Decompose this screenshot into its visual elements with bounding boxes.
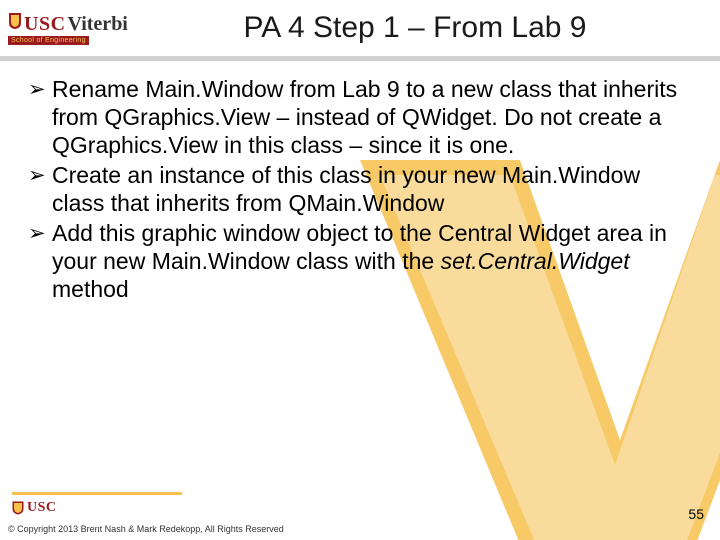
shield-icon bbox=[12, 501, 24, 515]
logo-school-line: School of Engineering bbox=[8, 36, 89, 45]
copyright-text: © Copyright 2013 Brent Nash & Mark Redek… bbox=[8, 524, 284, 534]
slide: USC Viterbi School of Engineering PA 4 S… bbox=[0, 0, 720, 540]
bullet-glyph: ➢ bbox=[28, 75, 52, 159]
footer-usc-text: USC bbox=[27, 500, 57, 516]
logo-block: USC Viterbi School of Engineering bbox=[0, 0, 170, 56]
bullet-text: Create an instance of this class in your… bbox=[52, 161, 692, 217]
logo-viterbi-text: Viterbi bbox=[68, 14, 128, 34]
bullet-text: Add this graphic window object to the Ce… bbox=[52, 219, 692, 303]
header: USC Viterbi School of Engineering PA 4 S… bbox=[0, 0, 720, 56]
footer-rule bbox=[12, 492, 182, 495]
footer: USC © Copyright 2013 Brent Nash & Mark R… bbox=[0, 492, 720, 540]
bullet-item: ➢Rename Main.Window from Lab 9 to a new … bbox=[28, 75, 692, 159]
content-area: ➢Rename Main.Window from Lab 9 to a new … bbox=[0, 61, 720, 303]
bullet-glyph: ➢ bbox=[28, 219, 52, 303]
slide-title: PA 4 Step 1 – From Lab 9 bbox=[170, 11, 720, 45]
bullet-text: Rename Main.Window from Lab 9 to a new c… bbox=[52, 75, 692, 159]
bullet-item: ➢Create an instance of this class in you… bbox=[28, 161, 692, 217]
footer-logo: USC bbox=[12, 500, 57, 516]
bullet-glyph: ➢ bbox=[28, 161, 52, 217]
logo-usc-text: USC bbox=[24, 14, 66, 34]
bullet-item: ➢Add this graphic window object to the C… bbox=[28, 219, 692, 303]
shield-icon bbox=[8, 12, 22, 30]
page-number: 55 bbox=[688, 506, 704, 522]
